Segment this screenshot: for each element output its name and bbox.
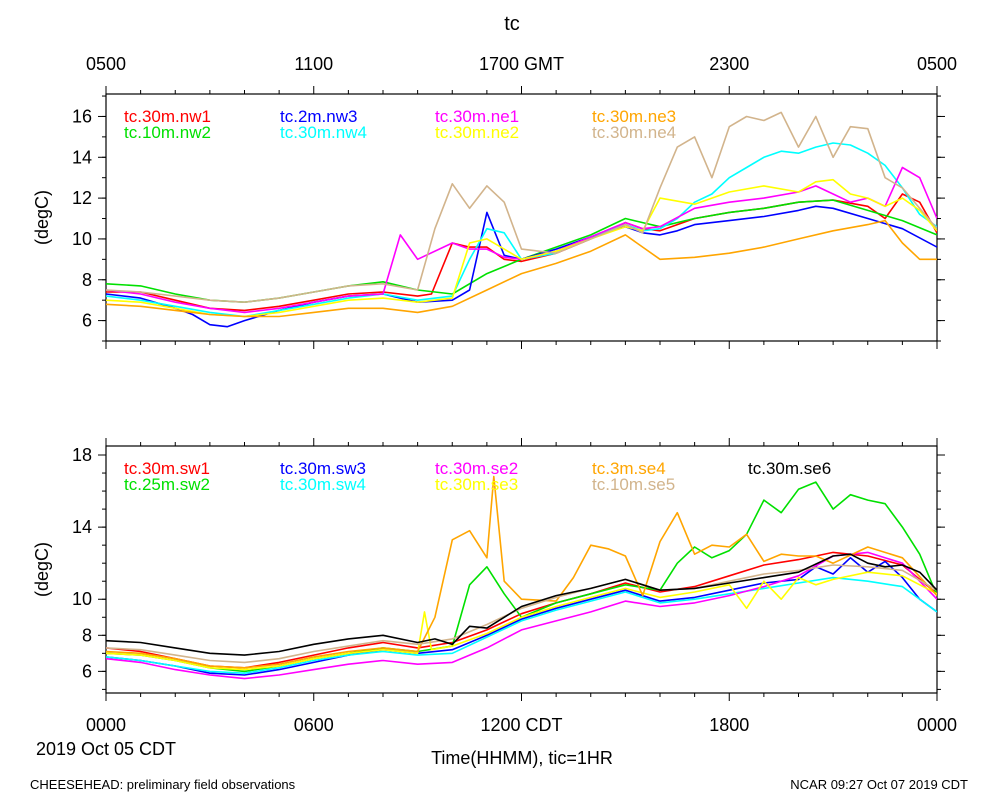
top-y-tick-label: 8 [82,270,92,290]
series-line-tc-30m-ne3 [106,219,937,318]
top-y-axis-label: (degC) [32,190,52,245]
legend-tc-10m-se5: tc.10m.se5 [592,475,675,494]
series-line-tc-30m-sw4 [106,576,937,675]
legend-tc-10m-nw2: tc.10m.nw2 [124,123,211,142]
legend-tc-30m-ne3: tc.30m.ne3 [592,107,676,126]
x-tick-label: 1800 [709,715,749,735]
top-y-tick-label: 16 [72,106,92,126]
top-plot-frame [105,93,938,342]
series-line-tc-10m-se5 [106,564,937,664]
series-line-tc-3m-se4 [106,475,937,669]
series-line-tc-30m-ne1 [106,166,937,314]
legend-tc-30m-se3: tc.30m.se3 [435,475,518,494]
top-axis-tick-label: 0500 [917,54,957,74]
bottom-y-tick-label: 6 [82,661,92,681]
bottom-y-axis-label: (degC) [32,542,52,597]
legend-tc-30m-se2: tc.30m.se2 [435,459,518,478]
series-line-tc-30m-sw3 [106,556,937,676]
bottom-y-tick-label: 8 [82,625,92,645]
legend-tc-30m-nw4: tc.30m.nw4 [280,123,367,142]
legend-tc-30m-ne1: tc.30m.ne1 [435,107,519,126]
legend-tc-30m-ne4: tc.30m.ne4 [592,123,676,142]
legend-tc-30m-sw4: tc.30m.sw4 [280,475,366,494]
x-tick-label: 1200 CDT [480,715,562,735]
series-line-tc-30m-se6 [106,553,937,656]
series-line-tc-2m-nw3 [106,205,937,328]
bottom-y-tick-label: 18 [72,445,92,465]
top-axis-tick-label: 1100 [294,54,333,74]
series-line-tc-30m-nw1 [106,193,937,312]
top-axis-tick-label: 1700 GMT [479,54,564,74]
series-line-tc-30m-se2 [106,551,937,680]
top-y-tick-label: 10 [72,229,92,249]
series-line-tc-30m-nw4 [106,142,937,318]
legend-tc-2m-nw3: tc.2m.nw3 [280,107,357,126]
footer-left: CHEESEHEAD: preliminary field observatio… [30,777,296,792]
series-line-tc-30m-ne4 [106,111,937,304]
x-tick-label: 0000 [86,715,126,735]
legend-tc-30m-nw1: tc.30m.nw1 [124,107,211,126]
series-line-tc-30m-se3 [106,571,937,671]
x-tick-label: 0000 [917,715,957,735]
footer-right: NCAR 09:27 Oct 07 2019 CDT [790,777,968,792]
bottom-y-tick-label: 14 [72,517,92,537]
top-y-tick-label: 6 [82,311,92,331]
legend-tc-30m-se6: tc.30m.se6 [748,459,831,478]
legend-tc-25m-sw2: tc.25m.sw2 [124,475,210,494]
legend-tc-30m-sw1: tc.30m.sw1 [124,459,210,478]
legend-tc-30m-sw3: tc.30m.sw3 [280,459,366,478]
x-axis-label: Time(HHMM), tic=1HR [431,748,613,768]
legend-tc-30m-ne2: tc.30m.ne2 [435,123,519,142]
series-line-tc-10m-nw2 [106,199,937,304]
bottom-y-tick-label: 10 [72,589,92,609]
top-y-tick-label: 12 [72,188,92,208]
series-line-tc-25m-sw2 [106,481,937,673]
chart-title: tc [504,13,520,35]
top-y-tick-label: 14 [72,147,92,167]
top-axis-tick-label: 0500 [86,54,126,74]
date-label: 2019 Oct 05 CDT [36,739,176,759]
top-axis-tick-label: 2300 [709,54,749,74]
series-line-tc-30m-ne2 [106,178,937,318]
x-tick-label: 0600 [294,715,334,735]
legend-tc-3m-se4: tc.3m.se4 [592,459,666,478]
